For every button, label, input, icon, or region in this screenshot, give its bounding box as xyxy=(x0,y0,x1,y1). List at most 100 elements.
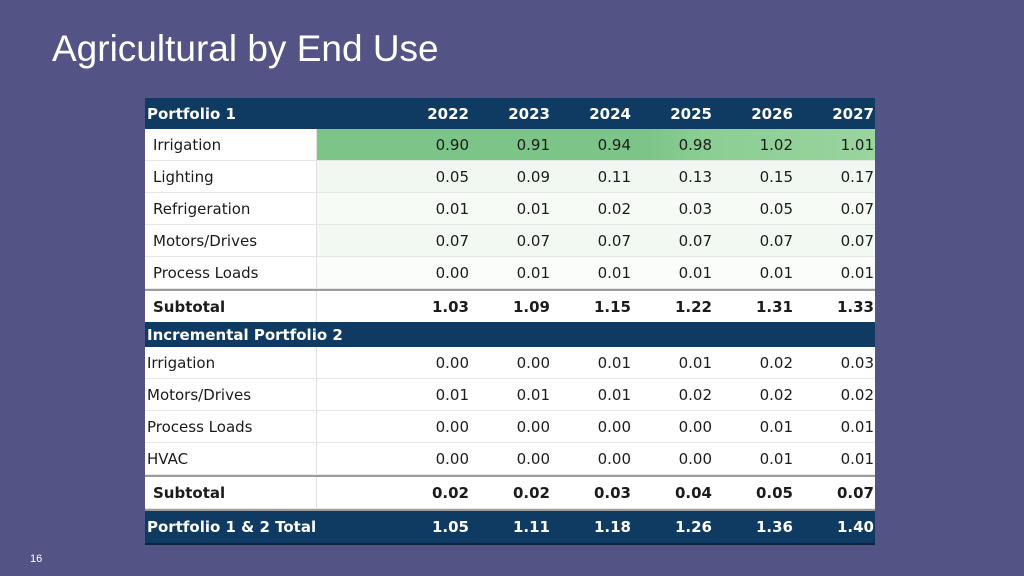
value-cell: 0.01 xyxy=(840,263,874,282)
row-label: Subtotal xyxy=(145,477,317,508)
table-row: Process Loads 0.00 0.01 0.01 0.01 0.01 0… xyxy=(145,257,875,289)
row-label: Portfolio 1 & 2 Total xyxy=(147,518,317,536)
value-cell: 0.15 xyxy=(759,167,793,186)
end-use-table: Portfolio 1 2022 2023 2024 2025 2026 202… xyxy=(145,98,875,545)
row-label: HVAC xyxy=(145,443,317,474)
value-cell: 1.09 xyxy=(512,297,550,316)
value-cell: 0.00 xyxy=(678,449,712,468)
value-cell: 0.07 xyxy=(840,199,874,218)
row-label: Motors/Drives xyxy=(145,225,317,256)
value-cell: 0.05 xyxy=(759,199,793,218)
value-cell: 1.02 xyxy=(759,135,793,154)
spacer xyxy=(317,443,389,474)
row-label: Motors/Drives xyxy=(145,379,317,410)
row-label: Refrigeration xyxy=(145,193,317,224)
value-cell: 0.13 xyxy=(678,167,712,186)
row-label: Irrigation xyxy=(145,347,317,378)
value-cell: 0.02 xyxy=(512,483,550,502)
spacer xyxy=(317,379,389,410)
value-cell: 0.01 xyxy=(435,385,469,404)
table-row: Motors/Drives 0.01 0.01 0.01 0.02 0.02 0… xyxy=(145,379,875,411)
value-cell: 0.01 xyxy=(597,263,631,282)
spacer xyxy=(317,161,389,192)
portfolio1-header-label: Portfolio 1 xyxy=(147,104,236,123)
value-cell: 0.00 xyxy=(435,417,469,436)
year-header: 2025 xyxy=(670,104,712,123)
table-row: HVAC 0.00 0.00 0.00 0.00 0.01 0.01 xyxy=(145,443,875,475)
value-cell: 1.11 xyxy=(512,518,550,536)
value-cell: 0.01 xyxy=(840,417,874,436)
value-cell: 0.07 xyxy=(435,231,469,250)
value-cell: 1.31 xyxy=(755,297,793,316)
value-cell: 0.01 xyxy=(678,263,712,282)
table-header-row: Portfolio 1 2022 2023 2024 2025 2026 202… xyxy=(145,98,875,129)
value-cell: 0.01 xyxy=(759,263,793,282)
section-label: Incremental Portfolio 2 xyxy=(147,325,343,344)
value-cell: 0.01 xyxy=(516,263,550,282)
value-cell: 0.00 xyxy=(597,449,631,468)
table-row: Irrigation 0.00 0.00 0.01 0.01 0.02 0.03 xyxy=(145,347,875,379)
spacer xyxy=(317,347,389,378)
value-cell: 0.00 xyxy=(516,449,550,468)
value-cell: 0.02 xyxy=(597,199,631,218)
value-cell: 0.00 xyxy=(516,353,550,372)
value-cell: 0.01 xyxy=(678,353,712,372)
value-cell: 0.94 xyxy=(597,135,631,154)
grand-total-row: Portfolio 1 & 2 Total 1.05 1.11 1.18 1.2… xyxy=(145,509,875,545)
table-row: Motors/Drives 0.07 0.07 0.07 0.07 0.07 0… xyxy=(145,225,875,257)
value-cell: 1.26 xyxy=(674,518,712,536)
table-row: Process Loads 0.00 0.00 0.00 0.00 0.01 0… xyxy=(145,411,875,443)
value-cell: 0.11 xyxy=(597,167,631,186)
value-cell: 0.01 xyxy=(759,417,793,436)
portfolio2-subtotal-row: Subtotal 0.02 0.02 0.03 0.04 0.05 0.07 xyxy=(145,475,875,509)
row-label: Process Loads xyxy=(145,257,317,288)
value-cell: 0.09 xyxy=(516,167,550,186)
value-cell: 0.91 xyxy=(516,135,550,154)
value-cell: 0.00 xyxy=(435,263,469,282)
value-cell: 1.03 xyxy=(431,297,469,316)
year-header: 2023 xyxy=(508,104,550,123)
value-cell: 0.02 xyxy=(759,353,793,372)
portfolio1-subtotal-row: Subtotal 1.03 1.09 1.15 1.22 1.31 1.33 xyxy=(145,289,875,322)
year-header: 2024 xyxy=(589,104,631,123)
value-cell: 0.17 xyxy=(840,167,874,186)
value-cell: 0.05 xyxy=(755,483,793,502)
row-label: Irrigation xyxy=(145,129,317,160)
table-row: Refrigeration 0.01 0.01 0.02 0.03 0.05 0… xyxy=(145,193,875,225)
value-cell: 0.07 xyxy=(678,231,712,250)
row-label: Subtotal xyxy=(145,291,317,322)
slide-title: Agricultural by End Use xyxy=(52,28,439,69)
spacer xyxy=(317,98,389,129)
spacer xyxy=(317,257,389,288)
value-cell: 0.07 xyxy=(597,231,631,250)
spacer xyxy=(317,511,389,543)
value-cell: 1.36 xyxy=(755,518,793,536)
value-cell: 0.03 xyxy=(593,483,631,502)
table-row: Irrigation 0.90 0.91 0.94 0.98 1.02 1.01 xyxy=(145,129,875,161)
table-row: Lighting 0.05 0.09 0.11 0.13 0.15 0.17 xyxy=(145,161,875,193)
value-cell: 1.18 xyxy=(593,518,631,536)
year-header: 2026 xyxy=(751,104,793,123)
row-label: Lighting xyxy=(145,161,317,192)
year-header: 2022 xyxy=(427,104,469,123)
value-cell: 1.40 xyxy=(836,518,874,536)
page-number: 16 xyxy=(30,553,43,565)
spacer xyxy=(317,411,389,442)
value-cell: 0.01 xyxy=(516,385,550,404)
row-label: Process Loads xyxy=(145,411,317,442)
value-cell: 0.07 xyxy=(759,231,793,250)
value-cell: 0.01 xyxy=(759,449,793,468)
spacer xyxy=(317,477,389,508)
value-cell: 1.05 xyxy=(431,518,469,536)
value-cell: 0.04 xyxy=(674,483,712,502)
spacer xyxy=(317,193,389,224)
value-cell: 0.03 xyxy=(840,353,874,372)
value-cell: 0.01 xyxy=(516,199,550,218)
value-cell: 0.90 xyxy=(435,135,469,154)
spacer xyxy=(317,291,389,322)
value-cell: 0.07 xyxy=(516,231,550,250)
value-cell: 0.03 xyxy=(678,199,712,218)
value-cell: 0.07 xyxy=(836,483,874,502)
value-cell: 0.02 xyxy=(678,385,712,404)
value-cell: 0.98 xyxy=(678,135,712,154)
